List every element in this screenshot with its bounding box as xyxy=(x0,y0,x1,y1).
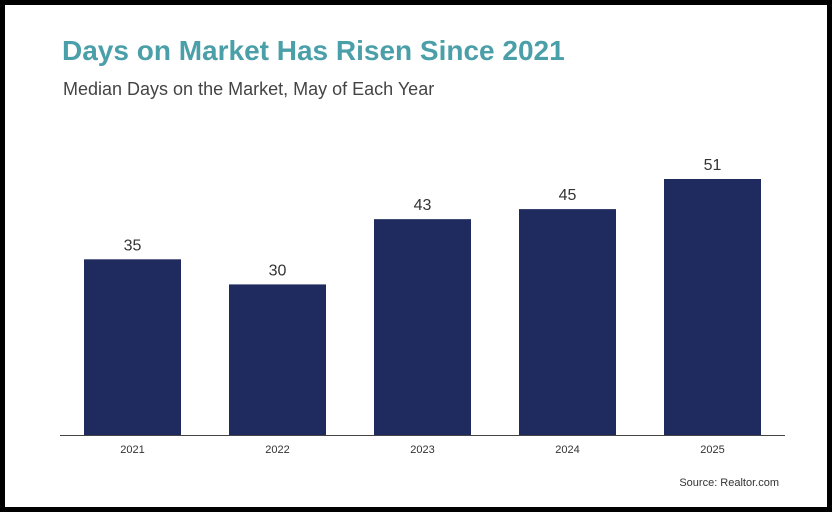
bar-2021 xyxy=(84,259,181,435)
x-tick-label-2022: 2022 xyxy=(265,444,289,456)
data-label-2025: 51 xyxy=(704,157,722,174)
data-label-2022: 30 xyxy=(269,262,287,279)
x-tick-label-2024: 2024 xyxy=(555,444,579,456)
chart-subtitle: Median Days on the Market, May of Each Y… xyxy=(63,79,435,99)
data-label-2021: 35 xyxy=(124,237,142,254)
x-tick-label-2023: 2023 xyxy=(410,444,434,456)
x-tick-label-2025: 2025 xyxy=(700,444,724,456)
source-note: Source: Realtor.com xyxy=(679,477,779,489)
data-label-2023: 43 xyxy=(414,197,432,214)
bar-2024 xyxy=(519,209,616,435)
data-label-2024: 45 xyxy=(559,187,577,204)
bar-2023 xyxy=(374,219,471,435)
chart-title: Days on Market Has Risen Since 2021 xyxy=(62,35,565,66)
bar-2025 xyxy=(664,179,761,435)
x-tick-label-2021: 2021 xyxy=(120,444,144,456)
bar-2022 xyxy=(229,284,326,435)
